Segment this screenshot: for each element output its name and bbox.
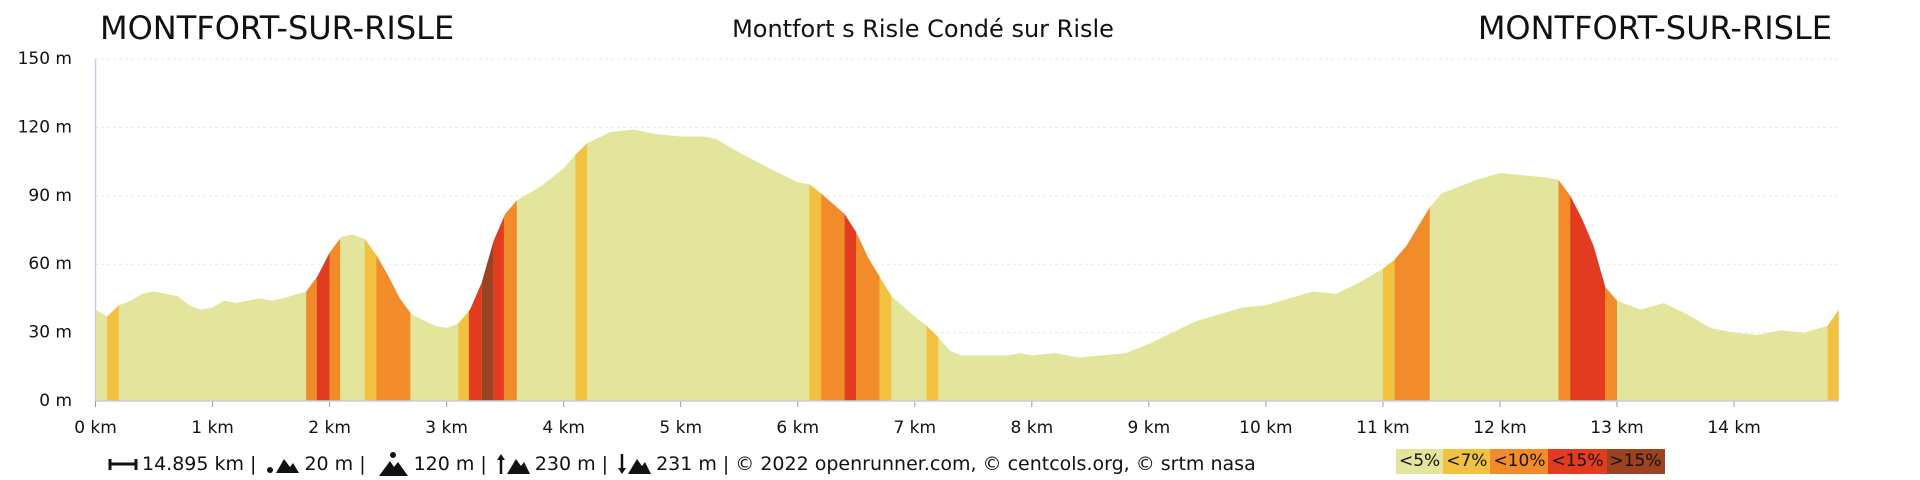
legend-item: <15% [1548, 449, 1607, 474]
descent-icon [618, 454, 652, 474]
footer-stats: 14.895 km | 20 m | 120 m | 230 m | 231 m… [104, 451, 1256, 477]
distance-icon [108, 459, 138, 470]
y-tick-label: 30 m [28, 323, 72, 343]
grade-band [926, 129, 939, 401]
x-tick-label: 8 km [1011, 418, 1054, 438]
legend: <5% <7% <10% <15% >15% [1396, 449, 1665, 474]
grade-band [844, 129, 857, 401]
climb: 230 m [534, 453, 596, 475]
grade-band [575, 129, 588, 401]
grade-band [503, 129, 517, 401]
climb-icon [496, 454, 530, 474]
grade-band [468, 129, 482, 401]
x-tick-label: 5 km [659, 418, 702, 438]
descent: 231 m [656, 453, 717, 475]
x-tick-label: 0 km [74, 418, 117, 438]
grade-band [481, 129, 494, 401]
separator: | [601, 453, 609, 475]
min-elevation-icon [267, 459, 300, 473]
y-tick-label: 0 m [39, 391, 72, 411]
grade-band [1394, 129, 1430, 401]
x-tick-label: 4 km [542, 418, 585, 438]
x-tick-label: 11 km [1356, 418, 1409, 438]
min-elevation: 20 m [304, 453, 354, 475]
grade-band [316, 129, 330, 401]
grade-band [1558, 129, 1571, 401]
separator: | [359, 453, 366, 475]
chart: MONTFORT-SUR-RISLE Montfort s Risle Cond… [18, 9, 1839, 438]
separator: | [250, 453, 257, 475]
y-tick-label: 120 m [18, 117, 72, 137]
legend-item: <7% [1443, 449, 1491, 474]
grade-band [376, 129, 411, 401]
grade-band [1605, 129, 1618, 401]
x-tick-label: 10 km [1239, 418, 1292, 438]
x-tick-label: 9 km [1128, 418, 1171, 438]
grade-band [1827, 129, 1839, 401]
y-tick-label: 150 m [18, 49, 72, 69]
x-tick-label: 6 km [776, 418, 819, 438]
legend-item: <5% [1396, 449, 1444, 474]
x-tick-label: 14 km [1707, 418, 1760, 438]
title-right: MONTFORT-SUR-RISLE [1478, 9, 1832, 47]
grade-band [1570, 129, 1606, 401]
max-elevation-icon [378, 452, 408, 476]
grade-band [1382, 129, 1395, 401]
grade-band [458, 129, 469, 401]
x-tick-label: 1 km [191, 418, 234, 438]
x-tick-label: 12 km [1473, 418, 1526, 438]
grade-band [306, 129, 317, 401]
separator: | [722, 453, 730, 475]
x-tick-label: 2 km [308, 418, 351, 438]
grade-band [856, 129, 880, 401]
grade-band [821, 129, 845, 401]
separator: | [480, 453, 487, 475]
credits: © 2022 openrunner.com, © centcols.org, ©… [735, 453, 1256, 475]
title-center: Montfort s Risle Condé sur Risle [732, 15, 1114, 43]
x-tick-label: 7 km [893, 418, 936, 438]
grade-band [329, 129, 341, 401]
title-left: MONTFORT-SUR-RISLE [100, 9, 454, 47]
grade-band [879, 129, 892, 401]
max-elevation: 120 m [413, 453, 475, 475]
grade-band [493, 129, 504, 401]
distance: 14.895 km [142, 453, 245, 475]
legend-item: >15% [1606, 449, 1665, 474]
y-tick-label: 60 m [28, 254, 72, 274]
legend-item: <10% [1490, 449, 1549, 474]
x-tick-label: 3 km [425, 418, 468, 438]
x-tick-label: 13 km [1590, 418, 1643, 438]
grade-band [809, 129, 822, 401]
y-tick-label: 90 m [28, 186, 72, 206]
grade-band [107, 129, 119, 401]
grade-band [364, 129, 377, 401]
